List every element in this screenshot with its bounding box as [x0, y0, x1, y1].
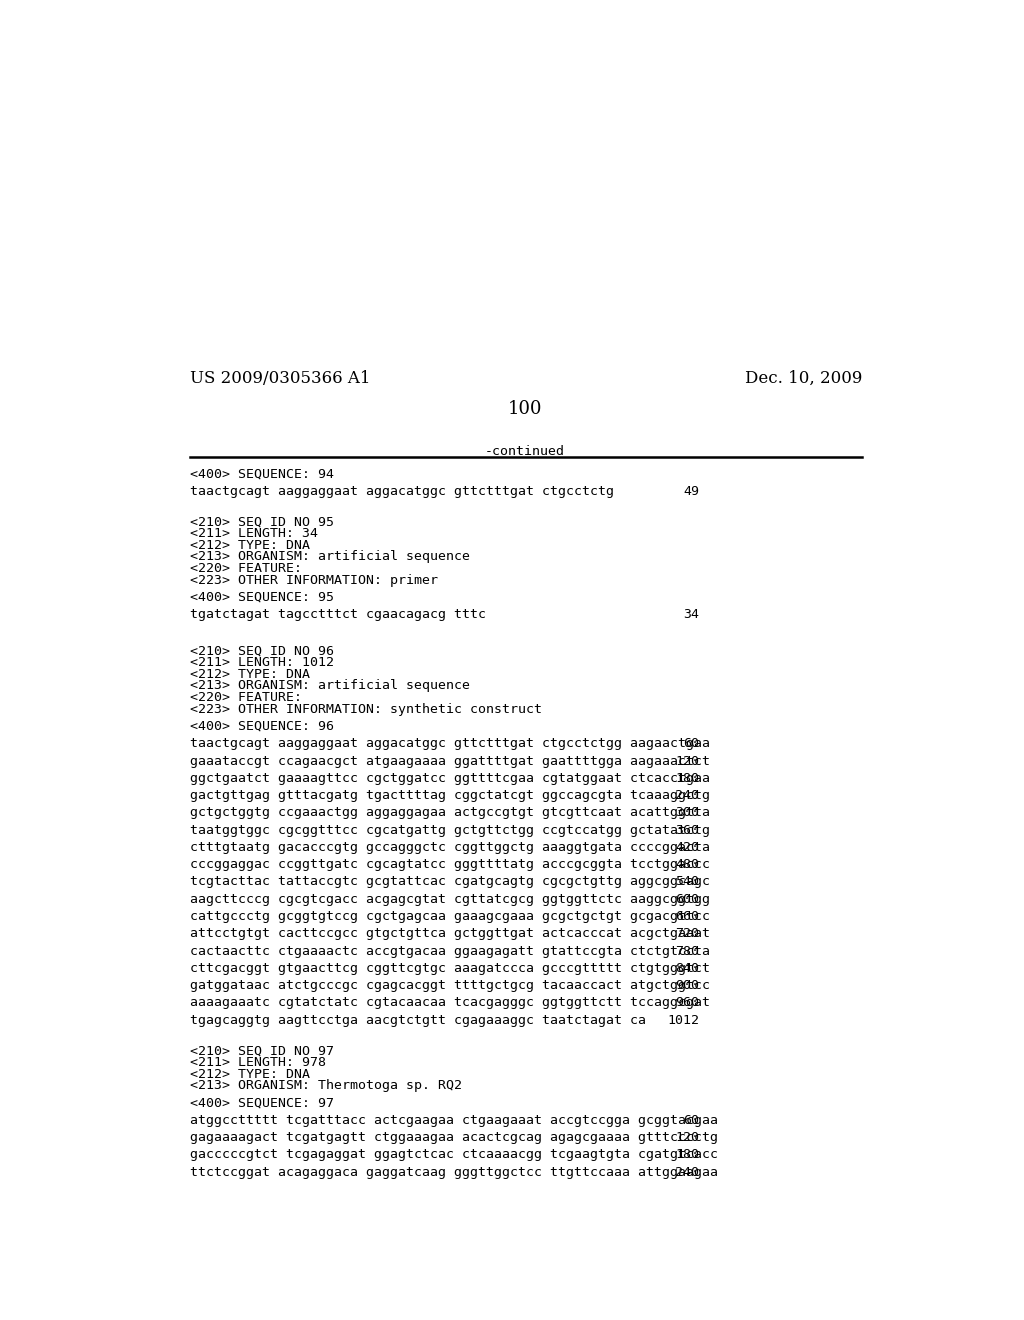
- Text: 840: 840: [676, 962, 699, 975]
- Text: <213> ORGANISM: artificial sequence: <213> ORGANISM: artificial sequence: [189, 550, 470, 564]
- Text: US 2009/0305366 A1: US 2009/0305366 A1: [189, 370, 371, 387]
- Text: 240: 240: [676, 789, 699, 803]
- Text: 480: 480: [676, 858, 699, 871]
- Text: gagaaaagact tcgatgagtt ctggaaagaa acactcgcag agagcgaaaa gtttcccctg: gagaaaagact tcgatgagtt ctggaaagaa acactc…: [189, 1131, 718, 1144]
- Text: 720: 720: [676, 928, 699, 940]
- Text: <211> LENGTH: 978: <211> LENGTH: 978: [189, 1056, 326, 1069]
- Text: <400> SEQUENCE: 97: <400> SEQUENCE: 97: [189, 1097, 334, 1110]
- Text: cattgccctg gcggtgtccg cgctgagcaa gaaagcgaaa gcgctgctgt gcgacgttcc: cattgccctg gcggtgtccg cgctgagcaa gaaagcg…: [189, 909, 710, 923]
- Text: ctttgtaatg gacacccgtg gccagggctc cggttggctg aaaggtgata ccccggacta: ctttgtaatg gacacccgtg gccagggctc cggttgg…: [189, 841, 710, 854]
- Text: 540: 540: [676, 875, 699, 888]
- Text: cccggaggac ccggttgatc cgcagtatcc gggttttatg acccgcggta tcctggaccc: cccggaggac ccggttgatc cgcagtatcc gggtttt…: [189, 858, 710, 871]
- Text: taactgcagt aaggaggaat aggacatggc gttctttgat ctgcctctgg aagaactgaa: taactgcagt aaggaggaat aggacatggc gttcttt…: [189, 738, 710, 750]
- Text: <212> TYPE: DNA: <212> TYPE: DNA: [189, 1068, 310, 1081]
- Text: 900: 900: [676, 979, 699, 993]
- Text: cttcgacggt gtgaacttcg cggttcgtgc aaagatccca gcccgttttt ctgtgggtct: cttcgacggt gtgaacttcg cggttcgtgc aaagatc…: [189, 962, 710, 975]
- Text: -continued: -continued: [484, 445, 565, 458]
- Text: 34: 34: [683, 609, 699, 622]
- Text: 120: 120: [676, 1131, 699, 1144]
- Text: attcctgtgt cacttccgcc gtgctgttca gctggttgat actcacccat acgctgaaat: attcctgtgt cacttccgcc gtgctgttca gctggtt…: [189, 928, 710, 940]
- Text: tgatctagat tagcctttct cgaacagacg tttc: tgatctagat tagcctttct cgaacagacg tttc: [189, 609, 486, 622]
- Text: gactgttgag gtttacgatg tgacttttag cggctatcgt ggccagcgta tcaaaggctg: gactgttgag gtttacgatg tgacttttag cggctat…: [189, 789, 710, 803]
- Text: <220> FEATURE:: <220> FEATURE:: [189, 562, 302, 576]
- Text: 180: 180: [676, 1148, 699, 1162]
- Text: 49: 49: [683, 484, 699, 498]
- Text: <220> FEATURE:: <220> FEATURE:: [189, 690, 302, 704]
- Text: <210> SEQ ID NO 96: <210> SEQ ID NO 96: [189, 644, 334, 657]
- Text: tcgtacttac tattaccgtc gcgtattcac cgatgcagtg cgcgctgttg aggcggcagc: tcgtacttac tattaccgtc gcgtattcac cgatgca…: [189, 875, 710, 888]
- Text: <210> SEQ ID NO 95: <210> SEQ ID NO 95: [189, 515, 334, 528]
- Text: 240: 240: [676, 1166, 699, 1179]
- Text: <223> OTHER INFORMATION: primer: <223> OTHER INFORMATION: primer: [189, 574, 438, 586]
- Text: taactgcagt aaggaggaat aggacatggc gttctttgat ctgcctctg: taactgcagt aaggaggaat aggacatggc gttcttt…: [189, 484, 614, 498]
- Text: aaaagaaatc cgtatctatc cgtacaacaa tcacgagggc ggtggttctt tccaggcgat: aaaagaaatc cgtatctatc cgtacaacaa tcacgag…: [189, 997, 710, 1010]
- Text: 300: 300: [676, 807, 699, 820]
- Text: <212> TYPE: DNA: <212> TYPE: DNA: [189, 539, 310, 552]
- Text: 420: 420: [676, 841, 699, 854]
- Text: <400> SEQUENCE: 96: <400> SEQUENCE: 96: [189, 719, 334, 733]
- Text: 360: 360: [676, 824, 699, 837]
- Text: gacccccgtct tcgagaggat ggagtctcac ctcaaaacgg tcgaagtgta cgatgtcacc: gacccccgtct tcgagaggat ggagtctcac ctcaaa…: [189, 1148, 718, 1162]
- Text: gctgctggtg ccgaaactgg aggaggagaa actgccgtgt gtcgttcaat acattggtta: gctgctggtg ccgaaactgg aggaggagaa actgccg…: [189, 807, 710, 820]
- Text: atggccttttt tcgatttacc actcgaagaa ctgaagaaat accgtccgga gcggtacgaa: atggccttttt tcgatttacc actcgaagaa ctgaag…: [189, 1114, 718, 1127]
- Text: <400> SEQUENCE: 94: <400> SEQUENCE: 94: [189, 467, 334, 480]
- Text: <213> ORGANISM: Thermotoga sp. RQ2: <213> ORGANISM: Thermotoga sp. RQ2: [189, 1080, 462, 1092]
- Text: <210> SEQ ID NO 97: <210> SEQ ID NO 97: [189, 1044, 334, 1057]
- Text: gatggataac atctgcccgc cgagcacggt ttttgctgcg tacaaccact atgctggtcc: gatggataac atctgcccgc cgagcacggt ttttgct…: [189, 979, 710, 993]
- Text: 180: 180: [676, 772, 699, 785]
- Text: taatggtggc cgcggtttcc cgcatgattg gctgttctgg ccgtccatgg gctatatctg: taatggtggc cgcggtttcc cgcatgattg gctgttc…: [189, 824, 710, 837]
- Text: 780: 780: [676, 945, 699, 957]
- Text: <211> LENGTH: 1012: <211> LENGTH: 1012: [189, 656, 334, 669]
- Text: 660: 660: [676, 909, 699, 923]
- Text: <223> OTHER INFORMATION: synthetic construct: <223> OTHER INFORMATION: synthetic const…: [189, 702, 542, 715]
- Text: tgagcaggtg aagttcctga aacgtctgtt cgagaaaggc taatctagat ca: tgagcaggtg aagttcctga aacgtctgtt cgagaaa…: [189, 1014, 646, 1027]
- Text: 120: 120: [676, 755, 699, 767]
- Text: ggctgaatct gaaaagttcc cgctggatcc ggttttcgaa cgtatggaat ctcacctgaa: ggctgaatct gaaaagttcc cgctggatcc ggttttc…: [189, 772, 710, 785]
- Text: <212> TYPE: DNA: <212> TYPE: DNA: [189, 668, 310, 681]
- Text: <400> SEQUENCE: 95: <400> SEQUENCE: 95: [189, 591, 334, 603]
- Text: <213> ORGANISM: artificial sequence: <213> ORGANISM: artificial sequence: [189, 680, 470, 692]
- Text: 100: 100: [508, 400, 542, 418]
- Text: gaaataccgt ccagaacgct atgaagaaaa ggattttgat gaattttgga aagaaactct: gaaataccgt ccagaacgct atgaagaaaa ggatttt…: [189, 755, 710, 767]
- Text: cactaacttc ctgaaaactc accgtgacaa ggaagagatt gtattccgta ctctgtccta: cactaacttc ctgaaaactc accgtgacaa ggaagag…: [189, 945, 710, 957]
- Text: 960: 960: [676, 997, 699, 1010]
- Text: 60: 60: [683, 738, 699, 750]
- Text: ttctccggat acagaggaca gaggatcaag gggttggctcc ttgttccaaa attggaagaa: ttctccggat acagaggaca gaggatcaag gggttgg…: [189, 1166, 718, 1179]
- Text: 60: 60: [683, 1114, 699, 1127]
- Text: 600: 600: [676, 892, 699, 906]
- Text: 1012: 1012: [668, 1014, 699, 1027]
- Text: aagcttcccg cgcgtcgacc acgagcgtat cgttatcgcg ggtggttctc aaggcggtgg: aagcttcccg cgcgtcgacc acgagcgtat cgttatc…: [189, 892, 710, 906]
- Text: <211> LENGTH: 34: <211> LENGTH: 34: [189, 527, 317, 540]
- Text: Dec. 10, 2009: Dec. 10, 2009: [744, 370, 862, 387]
